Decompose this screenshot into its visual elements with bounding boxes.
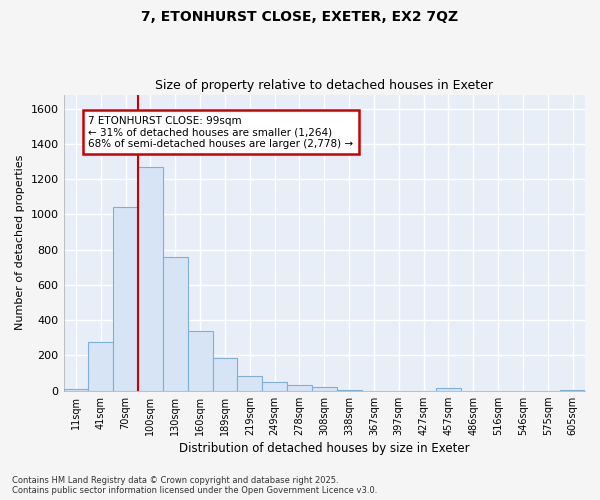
Bar [138, 167, 163, 390]
Bar [212, 358, 238, 390]
Bar [262, 382, 287, 390]
Bar [113, 208, 138, 390]
Bar [88, 342, 113, 390]
Title: Size of property relative to detached houses in Exeter: Size of property relative to detached ho… [155, 79, 493, 92]
Bar [188, 331, 212, 390]
Bar [436, 388, 461, 390]
X-axis label: Distribution of detached houses by size in Exeter: Distribution of detached houses by size … [179, 442, 470, 455]
Bar [287, 384, 312, 390]
Bar [312, 387, 337, 390]
Bar [163, 256, 188, 390]
Bar [64, 389, 88, 390]
Bar [238, 376, 262, 390]
Text: Contains HM Land Registry data © Crown copyright and database right 2025.
Contai: Contains HM Land Registry data © Crown c… [12, 476, 377, 495]
Y-axis label: Number of detached properties: Number of detached properties [15, 155, 25, 330]
Text: 7, ETONHURST CLOSE, EXETER, EX2 7QZ: 7, ETONHURST CLOSE, EXETER, EX2 7QZ [142, 10, 458, 24]
Text: 7 ETONHURST CLOSE: 99sqm
← 31% of detached houses are smaller (1,264)
68% of sem: 7 ETONHURST CLOSE: 99sqm ← 31% of detach… [88, 116, 353, 149]
